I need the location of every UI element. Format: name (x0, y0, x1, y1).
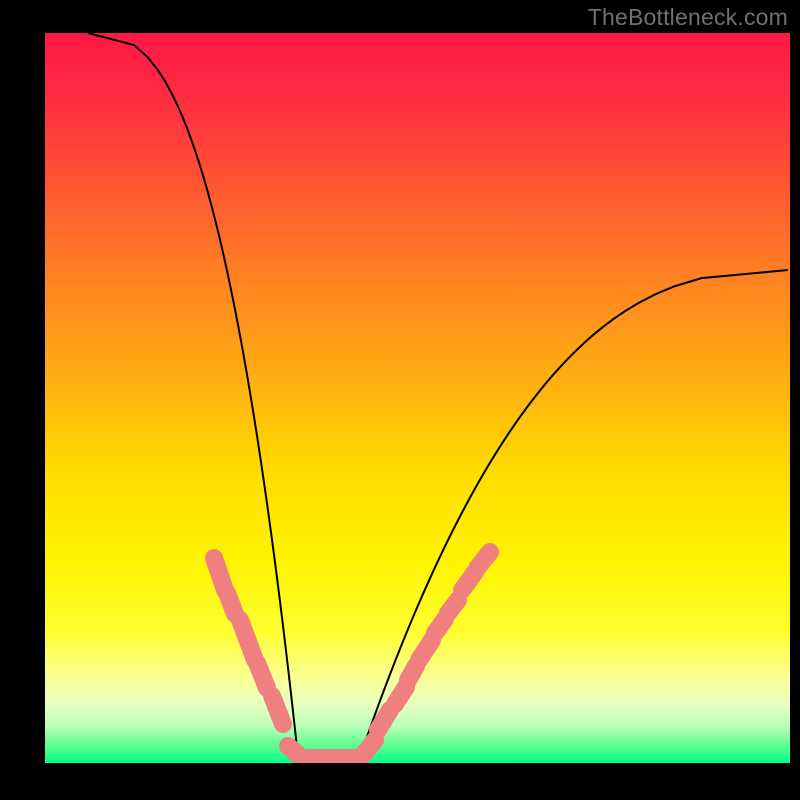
capsule-11 (408, 666, 416, 680)
chart-svg (0, 0, 800, 800)
capsule-3 (257, 663, 267, 688)
capsule-12 (419, 640, 432, 660)
chart-stage: TheBottleneck.com (0, 0, 800, 800)
capsule-10 (395, 687, 406, 704)
capsule-14 (448, 600, 458, 613)
capsule-13 (435, 619, 445, 633)
capsule-15 (462, 572, 475, 590)
capsule-16 (478, 552, 490, 567)
capsule-9 (378, 710, 390, 730)
capsule-1 (227, 593, 235, 614)
watermark-text: TheBottleneck.com (588, 4, 788, 31)
capsule-4 (272, 696, 283, 724)
capsule-8 (363, 740, 375, 755)
